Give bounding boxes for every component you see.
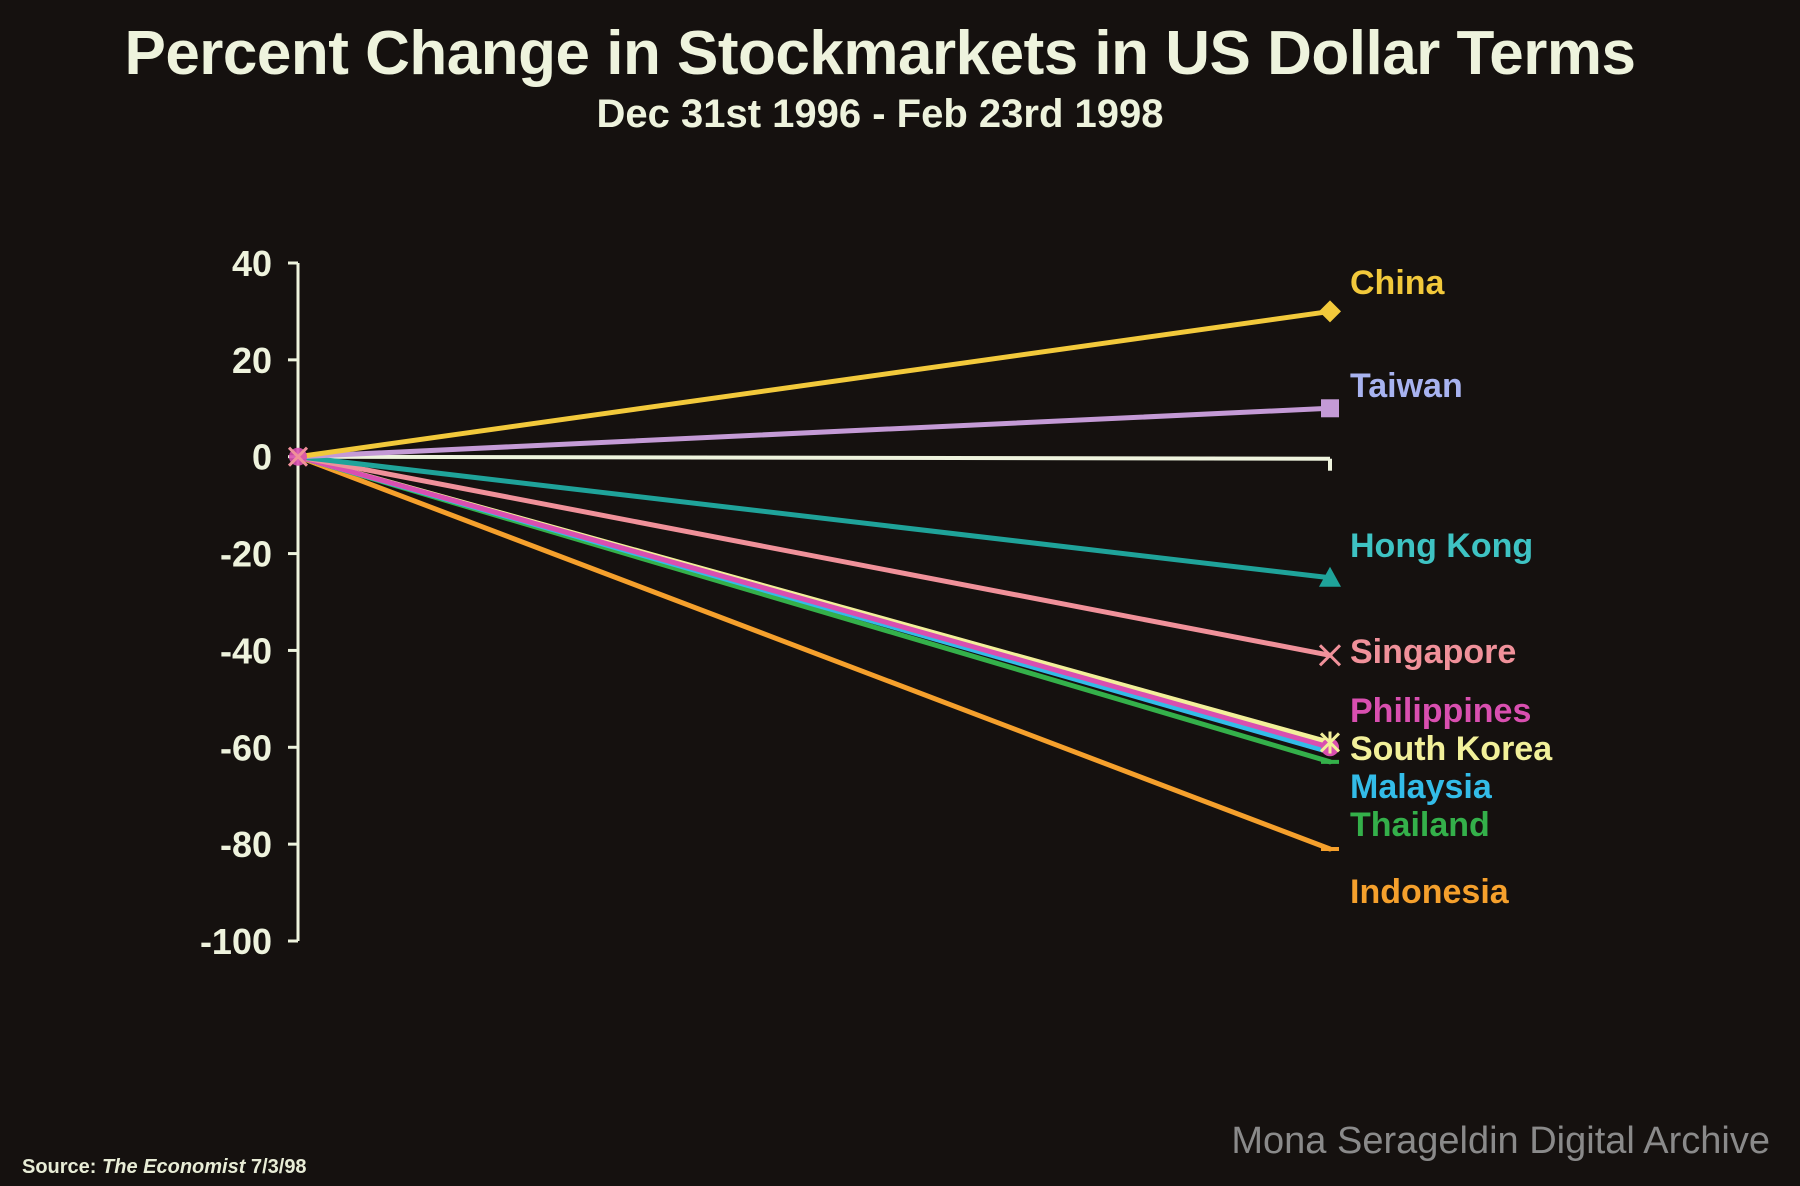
series-lines [287,300,1342,852]
series-label-philippines: Philippines [1350,692,1531,730]
y-tick-label: -40 [220,630,272,671]
y-tick-label: -80 [220,824,272,865]
series-label-hong-kong: Hong Kong [1350,527,1533,565]
series-label-malaysia: Malaysia [1350,768,1493,806]
y-tick-label: 0 [252,437,272,478]
series-label-china: China [1350,264,1446,302]
series-line-singapore [295,454,1333,658]
y-axis: 40 20 0 -20 -40 -60 -80 -100 [200,243,1332,962]
y-tick-label: 20 [232,340,272,381]
marker-china [1319,300,1341,323]
marker-singapore [1318,644,1342,667]
series-label-thailand: Thailand [1350,806,1490,844]
series-line-hong-kong [295,454,1333,581]
y-tick-label: 40 [232,243,272,284]
y-tick-label: -20 [220,534,272,575]
chart-title: Percent Change in Stockmarkets in US Dol… [124,19,1636,88]
series-labels: China Taiwan Hong Kong Singapore Philippines… [1350,264,1553,911]
marker-taiwan [1321,399,1339,418]
series-line-taiwan [295,405,1333,460]
marker-hong-kong [1319,566,1341,587]
zero-baseline [297,454,1331,461]
origin-marker-cross [287,446,309,467]
chart-subtitle: Dec 31st 1996 - Feb 23rd 1998 [596,92,1164,136]
y-tick-label: -60 [220,727,272,768]
series-line-china [295,308,1333,460]
source-date: 7/3/98 [250,1156,307,1178]
series-label-singapore: Singapore [1350,633,1516,671]
source-label: Source: [22,1156,97,1178]
series-line-philippines [295,454,1333,750]
series-label-indonesia: Indonesia [1350,873,1510,911]
series-label-south-korea: South Korea [1350,730,1553,768]
marker-south-korea [1319,731,1341,754]
series-label-taiwan: Taiwan [1350,367,1463,405]
watermark: Mona Serageldin Digital Archive [1231,1120,1770,1162]
source-name: The Economist [102,1156,246,1178]
y-tick-label: -100 [200,921,272,962]
source-note: Source: The Economist 7/3/98 [22,1156,307,1179]
series-line-indonesia [295,454,1333,852]
